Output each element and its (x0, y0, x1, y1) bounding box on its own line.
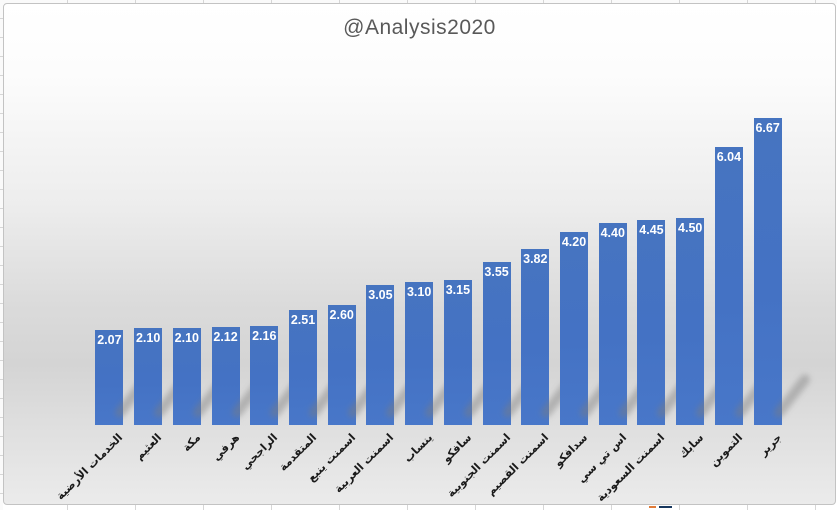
bar-value-label: 6.04 (716, 150, 742, 165)
bar[interactable]: 2.51 (288, 309, 347, 425)
bar-slot: 3.10 (400, 4, 464, 425)
bar[interactable]: 3.55 (482, 261, 541, 425)
chart-area[interactable]: @Analysis2020 2.07 2.10 2.10 2.12 2.16 2.51 2.… (3, 3, 836, 505)
bar[interactable]: 2.10 (172, 328, 231, 425)
bar[interactable]: 4.50 (676, 218, 735, 425)
bar[interactable]: 4.20 (560, 231, 618, 425)
bar-value-label: 3.10 (406, 285, 432, 300)
bar-value-label: 2.12 (213, 330, 238, 345)
bar[interactable]: 2.12 (211, 327, 270, 425)
bar-slot: 3.55 (477, 4, 541, 425)
bar-slot: 4.20 (555, 4, 618, 425)
worksheet-gridlines-bottom (0, 503, 837, 510)
bar[interactable]: 2.07 (95, 329, 154, 425)
bar-value-label: 3.15 (445, 283, 471, 298)
bar-value-label: 4.50 (678, 221, 703, 235)
worksheet-gridlines-top (0, 0, 837, 4)
bar[interactable]: 2.10 (134, 328, 193, 425)
bar-slot: 6.04 (710, 4, 773, 425)
plot-area: 2.07 2.10 2.10 2.12 2.16 2.51 2.60 3.05 3.10 3.15… (90, 4, 812, 425)
bar-value-label: 2.07 (97, 332, 122, 347)
orange-cell-mark (649, 506, 656, 508)
bar[interactable]: 6.67 (753, 118, 812, 425)
bar-slot: 3.82 (516, 4, 580, 425)
bar-slot: 4.50 (671, 4, 735, 425)
bar[interactable]: 3.82 (521, 249, 580, 425)
bar-value-label: 6.67 (755, 121, 780, 136)
bar-slot: 2.10 (129, 4, 193, 425)
bar-slot: 2.16 (245, 4, 309, 425)
bar[interactable]: 3.05 (366, 284, 425, 425)
bar-slot: 6.67 (748, 4, 812, 425)
bar-value-label: 2.51 (290, 312, 316, 327)
bar[interactable]: 3.15 (443, 280, 502, 425)
bar-value-label: 2.60 (329, 308, 354, 323)
bar-value-label: 4.45 (639, 223, 664, 238)
bar-slot: 4.40 (593, 4, 657, 425)
bar[interactable]: 4.40 (598, 222, 657, 425)
bar-slot: 2.12 (206, 4, 270, 425)
bar-slot: 2.10 (167, 4, 231, 425)
bar-value-label: 4.20 (561, 234, 587, 249)
bar-value-label: 3.82 (523, 252, 548, 267)
bar-value-label: 3.05 (368, 287, 393, 302)
navy-cell-mark (659, 506, 672, 508)
category-axis[interactable]: الخدمات الأرضية العثيم مكة هرفي الراجحي المتق… (4, 4, 835, 504)
bar-value-label: 2.16 (252, 328, 277, 343)
bar-value-label: 4.40 (600, 225, 625, 240)
bar[interactable]: 4.45 (637, 220, 696, 425)
bar[interactable]: 2.60 (327, 305, 386, 425)
bar-slot: 2.07 (90, 4, 154, 425)
bar-value-label: 2.10 (174, 331, 199, 346)
bar-slot: 2.60 (322, 4, 386, 425)
bar[interactable]: 2.16 (250, 325, 309, 425)
chart-title[interactable]: @Analysis2020 (343, 16, 496, 39)
bar-slot: 3.05 (361, 4, 425, 425)
bar-slot: 4.45 (632, 4, 696, 425)
bar[interactable]: 6.04 (714, 147, 773, 425)
bar-slot: 3.15 (438, 4, 502, 425)
bar-slot: 2.51 (284, 4, 347, 425)
bar-value-label: 3.55 (484, 264, 509, 279)
bar[interactable]: 3.10 (405, 282, 464, 425)
bar-value-label: 2.10 (135, 331, 161, 346)
worksheet-gridlines-left (0, 0, 3, 510)
